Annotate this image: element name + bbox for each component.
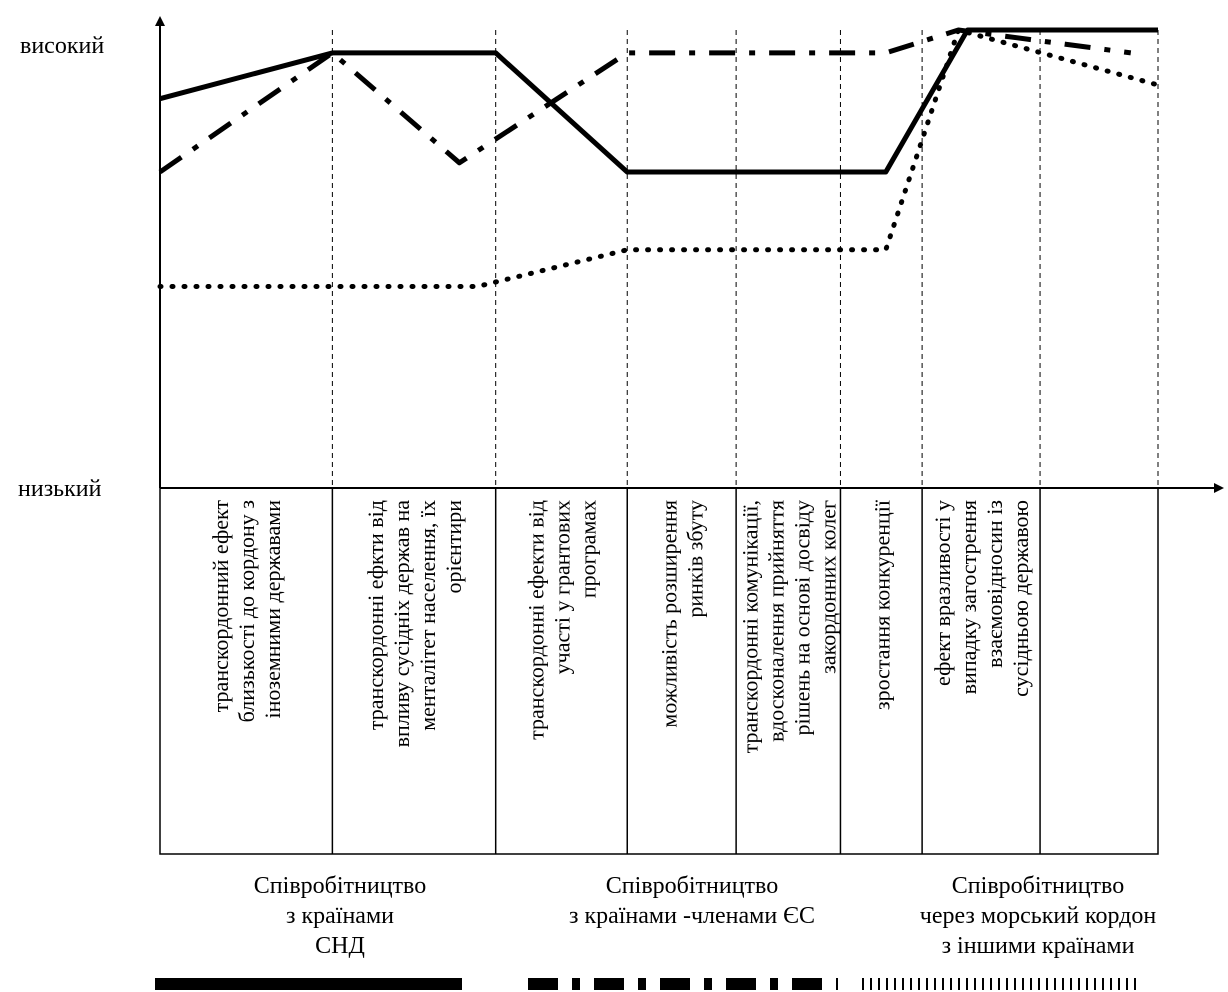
category-label-5: зростання конкуренції (869, 499, 894, 710)
category-label-6: ефект вразливості увипадку загостреннявз… (930, 500, 1033, 697)
y-label-high: високий (20, 33, 104, 59)
series-group (157, 27, 1161, 289)
series-line-dotted (157, 27, 1161, 289)
category-label-0: транскордонний ефектблизькості до кордон… (208, 500, 285, 723)
group-labels: Співробітництво з країнами СНД Співробітниц… (254, 873, 1157, 959)
category-table (159, 487, 1159, 855)
group-label-0: Співробітництво з країнами СНД (254, 873, 426, 959)
y-label-low: низький (18, 476, 102, 502)
group-label-2: Співробітництво через морський кордон з ін… (920, 873, 1157, 959)
series-line-dashdot (158, 27, 1132, 175)
category-labels: транскордонний ефектблизькості до кордон… (208, 499, 1033, 753)
category-label-4: транскордонні комунікації,вдосконалення … (737, 500, 840, 753)
category-label-2: транскордонні ефекти відучасті у грантов… (524, 500, 601, 740)
grid-lines (159, 30, 1159, 854)
group-label-1: Співробітництво з країнами -членами ЄС (569, 873, 815, 929)
category-label-1: транскордонні ефкти відвпливу сусідніх д… (363, 500, 466, 748)
category-label-3: можливість розширенняринків збуту (657, 500, 708, 728)
